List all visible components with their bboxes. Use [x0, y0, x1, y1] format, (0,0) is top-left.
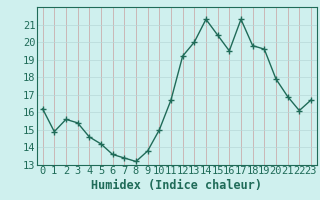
X-axis label: Humidex (Indice chaleur): Humidex (Indice chaleur)	[91, 179, 262, 192]
